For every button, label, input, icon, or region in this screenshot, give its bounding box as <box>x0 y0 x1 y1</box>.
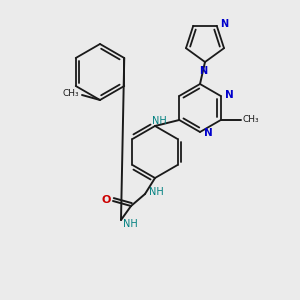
Text: CH₃: CH₃ <box>243 116 260 124</box>
Text: NH: NH <box>149 187 164 197</box>
Text: CH₃: CH₃ <box>62 89 79 98</box>
Text: NH: NH <box>123 219 138 229</box>
Text: N: N <box>199 66 207 76</box>
Text: O: O <box>101 195 111 205</box>
Text: N: N <box>225 90 233 100</box>
Text: NH: NH <box>152 116 167 126</box>
Text: N: N <box>220 19 228 29</box>
Text: N: N <box>204 128 213 138</box>
